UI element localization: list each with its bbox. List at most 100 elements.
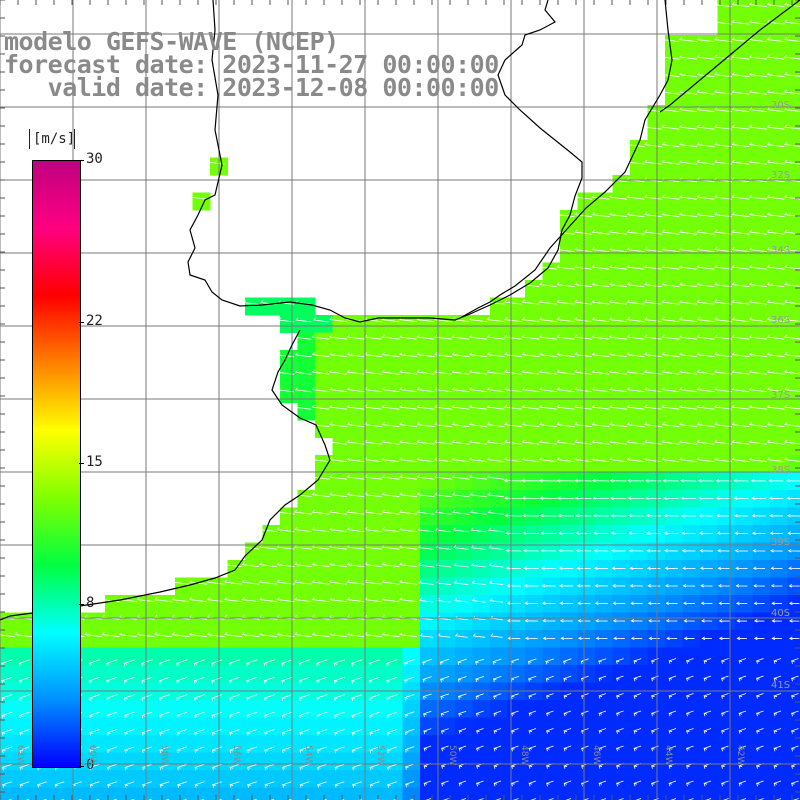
wind-cell: [665, 332, 683, 351]
wind-arrow: [281, 729, 293, 736]
wind-cell: [402, 472, 421, 491]
wind-cell: [402, 577, 421, 596]
wind-cell: [122, 612, 141, 631]
wind-cell: [472, 315, 491, 333]
wind-arrow: [629, 566, 644, 570]
wind-cell: [455, 630, 473, 648]
wind-arrow: [679, 439, 697, 445]
wind-arrow: [458, 780, 467, 787]
wind-arrow: [661, 72, 680, 78]
wind-cell: [770, 262, 788, 281]
wind-arrow: [441, 780, 449, 787]
wind-cell: [665, 717, 683, 736]
wind-arrow: [731, 264, 750, 270]
wind-cell: [332, 577, 351, 596]
wind-arrow: [626, 439, 645, 445]
wind-cell: [577, 402, 596, 421]
wind-arrow: [696, 54, 715, 60]
wind-arrow: [521, 422, 540, 428]
wind-arrow: [317, 781, 327, 788]
wind-cell: [735, 455, 753, 473]
wind-cell: [472, 770, 491, 788]
wind-arrow: [171, 579, 190, 585]
wind-cell: [542, 700, 561, 718]
wind-arrow: [731, 107, 750, 113]
wind-arrow: [228, 659, 240, 667]
wind-arrow: [749, 107, 767, 113]
wind-cell: [787, 542, 800, 561]
wind-arrow: [277, 317, 294, 323]
wind-cell: [367, 735, 386, 753]
wind-cell: [630, 245, 648, 263]
wind-cell: [315, 332, 333, 351]
wind-arrow: [88, 694, 100, 702]
wind-cell: [735, 420, 753, 438]
wind-arrow: [193, 659, 205, 667]
wind-cell: [665, 157, 683, 176]
wind-cell: [455, 402, 473, 421]
wind-arrow: [259, 632, 277, 638]
wind-arrow: [626, 282, 645, 288]
wind-cell: [577, 385, 596, 403]
wind-cell: [612, 192, 631, 211]
wind-cell: [280, 647, 298, 666]
wind-cell: [350, 542, 368, 561]
wind-arrow: [158, 676, 170, 684]
wind-arrow: [731, 422, 750, 428]
wind-cell: [612, 297, 631, 316]
wind-arrow: [106, 659, 118, 667]
wind-arrow: [189, 194, 207, 200]
wind-arrow: [546, 745, 554, 752]
wind-arrow: [123, 694, 135, 702]
wind-cell: [297, 665, 316, 683]
wind-cell: [385, 560, 403, 578]
wind-arrow: [486, 457, 505, 463]
wind-cell: [472, 332, 491, 351]
colorbar-tick-mark: [79, 160, 84, 161]
wind-cell: [700, 717, 718, 736]
wind-cell: [770, 52, 788, 71]
wind-arrow: [645, 513, 662, 518]
wind-cell: [280, 507, 298, 526]
wind-cell: [490, 472, 508, 491]
wind-arrow: [312, 317, 329, 323]
wind-arrow: [644, 194, 662, 200]
wind-arrow: [721, 728, 729, 734]
wind-cell: [157, 770, 176, 788]
wind-arrow: [19, 711, 30, 719]
wind-cell: [665, 385, 683, 403]
wind-arrow: [521, 282, 540, 288]
wind-arrow: [294, 509, 312, 515]
wind-cell: [455, 577, 473, 596]
wind-cell: [735, 140, 753, 158]
wind-arrow: [475, 693, 484, 700]
wind-arrow: [211, 676, 223, 684]
wind-cell: [437, 630, 456, 648]
wind-cell: [682, 35, 701, 53]
wind-cell: [350, 665, 368, 683]
wind-arrow: [329, 352, 347, 358]
wind-arrow: [647, 583, 661, 588]
wind-cell: [332, 735, 351, 753]
wind-cell: [402, 647, 421, 666]
wind-cell: [752, 175, 771, 193]
wind-cell: [385, 595, 403, 613]
wind-cell: [350, 700, 368, 718]
wind-cell: [87, 717, 106, 736]
wind-cell: [717, 472, 736, 491]
wind-cell: [385, 700, 403, 718]
wind-arrow: [714, 422, 732, 428]
wind-cell: [437, 560, 456, 578]
colorbar-tick-label: 0: [86, 757, 95, 773]
wind-cell: [717, 210, 736, 228]
wind-arrow: [593, 566, 609, 570]
wind-arrow: [472, 633, 486, 638]
wind-arrow: [696, 212, 715, 218]
forecast-date: forecast date: 2023-11-27 00:00:00: [4, 50, 499, 79]
wind-arrow: [716, 531, 731, 535]
wind-cell: [525, 525, 543, 543]
wind-cell: [420, 402, 438, 421]
wind-arrow: [18, 676, 30, 684]
